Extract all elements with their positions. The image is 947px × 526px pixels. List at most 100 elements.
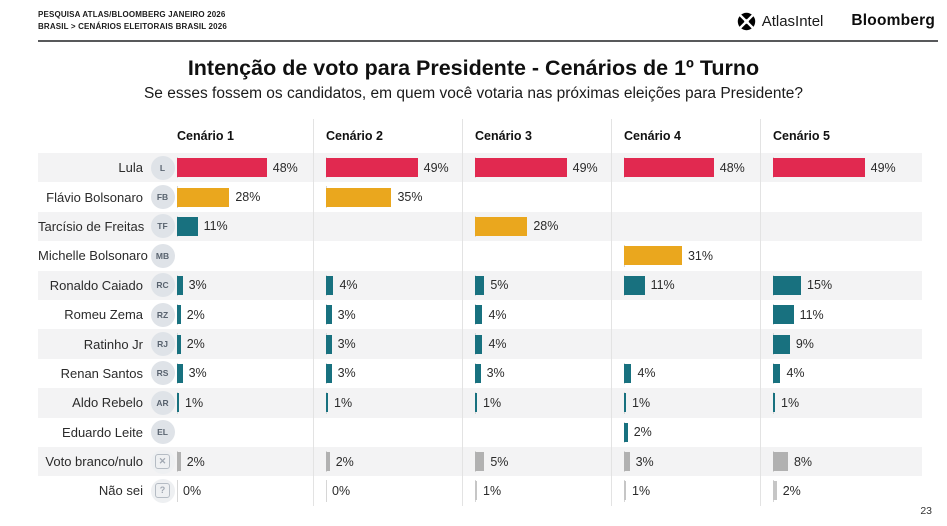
bar	[177, 393, 179, 413]
table-row: Ronaldo Caiado RC 3% 4% 5% 11% 15%	[38, 270, 922, 301]
scenario-cell	[773, 182, 922, 211]
bar	[624, 275, 645, 295]
bar-value-label: 49%	[423, 160, 449, 175]
scenario-cell	[326, 417, 475, 448]
chart-rows: Lula L 48% 49% 49% 48% 49% Flávio Bolsonaro FB 28…	[38, 153, 922, 507]
scenario-cell: 28%	[475, 211, 624, 242]
bar	[773, 305, 794, 325]
scenario-cell: 2%	[177, 299, 326, 330]
avatar: RC	[150, 273, 175, 298]
bar-value-label: 4%	[786, 366, 805, 381]
scenario-cell: 35%	[326, 182, 475, 213]
scenario-cell: 49%	[773, 153, 922, 182]
header-divider	[38, 40, 938, 42]
bar	[177, 452, 181, 472]
bar	[326, 275, 334, 295]
avatar: RZ	[150, 302, 175, 327]
bar-value-label: 48%	[719, 160, 745, 175]
table-row: Michelle Bolsonaro MB 31%	[38, 241, 922, 271]
bar-value-label: 4%	[637, 366, 656, 381]
scenario-header: Cenário 5	[773, 119, 922, 153]
bar-value-label: 5%	[490, 454, 509, 469]
candidate-label: Ronaldo Caiado	[49, 277, 143, 293]
scenario-cell	[326, 211, 475, 242]
scenario-cell: 3%	[326, 329, 475, 360]
scenario-cell: 0%	[326, 476, 475, 507]
scenario-cell: 2%	[326, 446, 475, 477]
avatar-cell: EL	[148, 420, 177, 445]
avatar: AR	[150, 390, 175, 415]
scenario-header-label: Cenário 3	[475, 129, 532, 143]
bar-value-label: 1%	[632, 483, 651, 498]
candidate-label: Não sei	[98, 483, 143, 499]
bar	[624, 246, 682, 266]
scenario-cell: 1%	[624, 388, 773, 418]
scenario-cell: 1%	[177, 388, 326, 418]
scenario-chart: Cenário 1 Cenário 2 Cenário 3 Cenário 4 Cená…	[38, 119, 922, 507]
avatar-cell: RC	[148, 273, 177, 298]
baseline-tick	[177, 480, 178, 502]
bar	[177, 216, 198, 236]
scenario-cell	[773, 212, 922, 241]
scenario-cell	[177, 417, 326, 448]
candidate-label: Aldo Rebelo	[72, 395, 143, 411]
question-box-icon: ?	[155, 483, 170, 499]
scenario-cell: 48%	[177, 153, 326, 183]
avatar: FB	[150, 185, 175, 210]
bar	[326, 187, 392, 207]
candidate-label: Tarcísio de Freitas	[38, 218, 145, 234]
bar	[326, 363, 332, 383]
scenario-cell: 5%	[475, 446, 624, 477]
bar	[177, 334, 181, 354]
bar	[475, 305, 483, 325]
scenario-cell: 3%	[177, 270, 326, 301]
candidate-label: Michelle Bolsonaro	[38, 248, 148, 264]
bar	[624, 422, 628, 442]
scenario-header-label: Cenário 1	[177, 129, 234, 143]
scenario-cell: 9%	[773, 329, 922, 358]
scenario-cell: 5%	[475, 270, 624, 301]
scenario-cell	[475, 182, 624, 213]
bar	[326, 305, 332, 325]
scenario-cell: 1%	[475, 476, 624, 507]
bar-value-label: 0%	[332, 483, 351, 498]
report-kicker: PESQUISA ATLAS/BLOOMBERG JANEIRO 2026 BR…	[38, 9, 227, 34]
scenario-header: Cenário 3	[475, 119, 624, 153]
table-row: Eduardo Leite EL 2%	[38, 417, 922, 448]
bar	[177, 158, 267, 178]
scenario-cell: 2%	[177, 446, 326, 477]
table-row: Romeu Zema RZ 2% 3% 4% 11%	[38, 299, 922, 330]
bar	[773, 481, 777, 501]
scenario-cell: 11%	[177, 211, 326, 242]
table-row: Lula L 48% 49% 49% 48% 49%	[38, 153, 922, 183]
candidate-label: Romeu Zema	[64, 307, 143, 323]
bar-value-label: 2%	[186, 454, 205, 469]
scenario-cell	[475, 417, 624, 448]
scenario-cell: 48%	[624, 153, 773, 183]
bar-value-label: 3%	[337, 337, 356, 352]
avatar-cell: FB	[148, 185, 177, 210]
scenario-header: Cenário 2	[326, 119, 475, 153]
scenario-header-label: Cenário 2	[326, 129, 383, 143]
candidate-label: Flávio Bolsonaro	[46, 189, 143, 205]
candidate-label: Voto branco/nulo	[45, 454, 143, 470]
bar	[475, 275, 485, 295]
bar	[624, 158, 714, 178]
avatar: L	[150, 155, 175, 180]
bar	[475, 452, 485, 472]
scenario-header-label: Cenário 5	[773, 129, 830, 143]
bar	[177, 187, 230, 207]
bar-value-label: 48%	[272, 160, 298, 175]
avatar-cell: MB	[148, 243, 177, 268]
scenario-cell: 2%	[624, 417, 773, 448]
avatar-cell: AR	[148, 390, 177, 415]
candidate-label: Renan Santos	[60, 365, 143, 381]
bar	[475, 158, 567, 178]
table-row: Flávio Bolsonaro FB 28% 35%	[38, 182, 922, 213]
bar-value-label: 3%	[188, 366, 207, 381]
bar	[773, 393, 775, 413]
bar-value-label: 15%	[807, 278, 833, 293]
bar-value-label: 1%	[483, 395, 502, 410]
bar-value-label: 2%	[335, 454, 354, 469]
scenario-cell	[624, 211, 773, 242]
